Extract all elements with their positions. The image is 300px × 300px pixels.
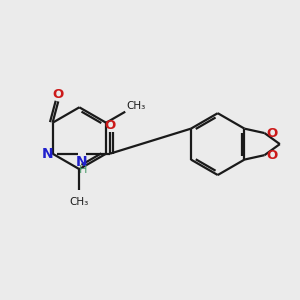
Text: O: O	[104, 118, 116, 132]
Text: N: N	[76, 155, 88, 169]
Text: O: O	[52, 88, 64, 101]
Text: H: H	[78, 165, 87, 175]
Text: CH₃: CH₃	[127, 101, 146, 111]
Text: O: O	[266, 149, 277, 162]
Text: CH₃: CH₃	[70, 197, 89, 207]
Text: N: N	[41, 147, 53, 161]
Text: O: O	[266, 127, 277, 140]
